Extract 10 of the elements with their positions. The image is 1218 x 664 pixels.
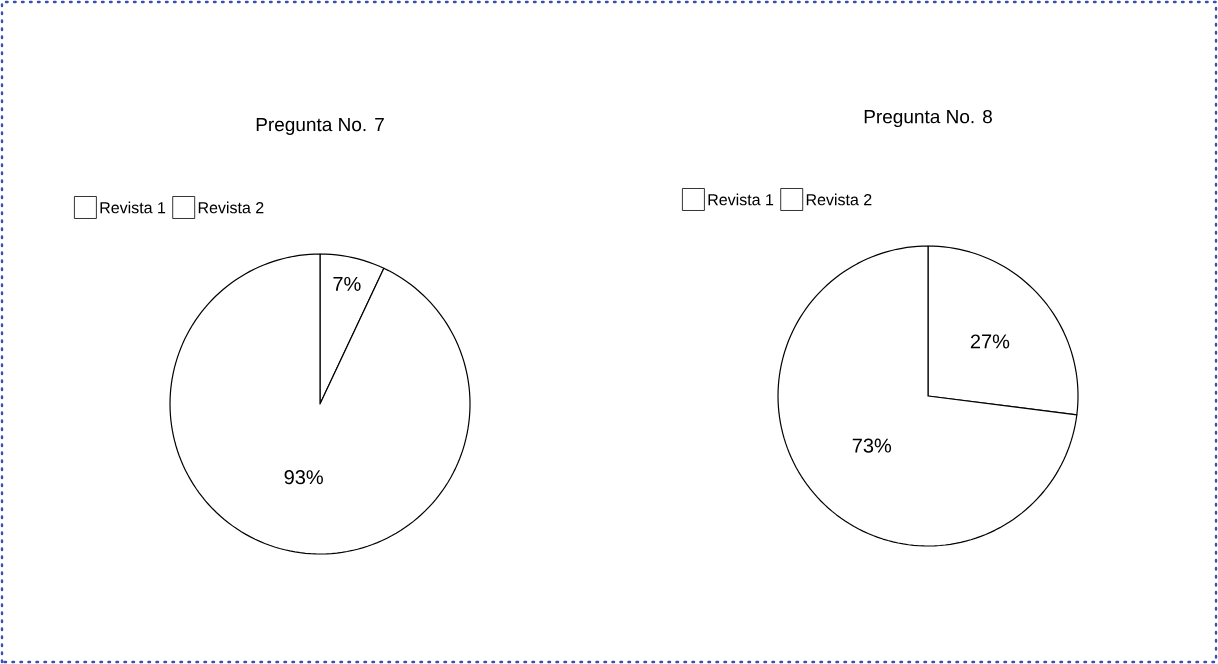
legend-label: Revista 2 xyxy=(198,201,264,214)
chart-title: Pregunta No. 7 xyxy=(256,117,384,136)
data-label: 27% xyxy=(970,334,1010,349)
chart-title: Pregunta No. 8 xyxy=(864,109,992,128)
data-label: 93% xyxy=(284,470,323,485)
legend-label: Revista 1 xyxy=(708,193,774,206)
data-label: 73% xyxy=(852,438,892,453)
legend-label: Revista 1 xyxy=(100,201,166,214)
legend-label: Revista 2 xyxy=(806,193,872,206)
data-label: 7% xyxy=(333,276,361,291)
